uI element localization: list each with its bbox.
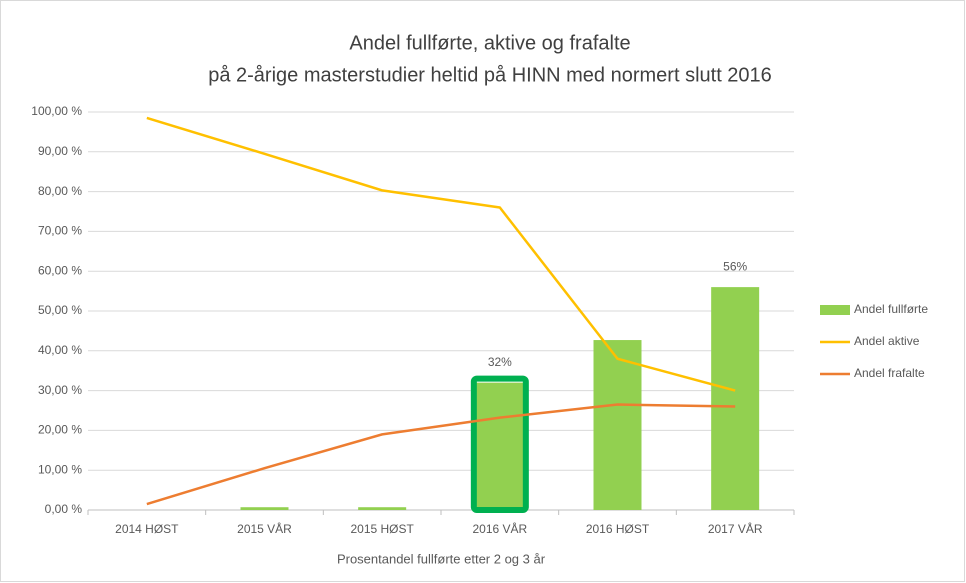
y-tick-label: 10,00 % — [38, 462, 82, 476]
value-label: 56% — [723, 259, 747, 273]
chart-subtitle: på 2-årige masterstudier heltid på HINN … — [208, 64, 772, 86]
x-tick-label: 2016 HØST — [586, 522, 650, 536]
legend-label: Andel aktive — [854, 334, 920, 348]
x-tick-label: 2014 HØST — [115, 522, 179, 536]
line — [146, 116, 736, 392]
x-tick-label: 2017 VÅR — [708, 521, 763, 536]
y-tick-label: 20,00 % — [38, 423, 82, 437]
highlight-frame — [470, 375, 529, 514]
y-tick-label: 40,00 % — [38, 343, 82, 357]
value-label: 32% — [488, 355, 512, 369]
bar — [475, 382, 524, 510]
y-tick-label: 30,00 % — [38, 383, 82, 397]
x-tick-label: 2015 VÅR — [237, 521, 292, 536]
y-tick-label: 90,00 % — [38, 144, 82, 158]
y-tick-label: 100,00 % — [31, 104, 82, 118]
legend-swatch — [820, 305, 850, 315]
x-tick-label: 2015 HØST — [350, 522, 414, 536]
y-tick-label: 80,00 % — [38, 184, 82, 198]
legend-label: Andel fullførte — [854, 302, 928, 316]
bar — [240, 507, 289, 510]
x-axis-title: Prosentandel fullførte etter 2 og 3 år — [337, 551, 546, 566]
line — [146, 403, 736, 506]
bar — [593, 340, 642, 510]
y-tick-label: 60,00 % — [38, 263, 82, 277]
bar — [358, 507, 407, 510]
bar — [711, 287, 760, 510]
y-tick-label: 0,00 % — [45, 502, 83, 516]
y-tick-label: 50,00 % — [38, 303, 82, 317]
y-tick-label: 70,00 % — [38, 224, 82, 238]
x-tick-label: 2016 VÅR — [472, 521, 527, 536]
legend-label: Andel frafalte — [854, 366, 925, 380]
chart-title: Andel fullførte, aktive og frafalte — [349, 32, 630, 54]
